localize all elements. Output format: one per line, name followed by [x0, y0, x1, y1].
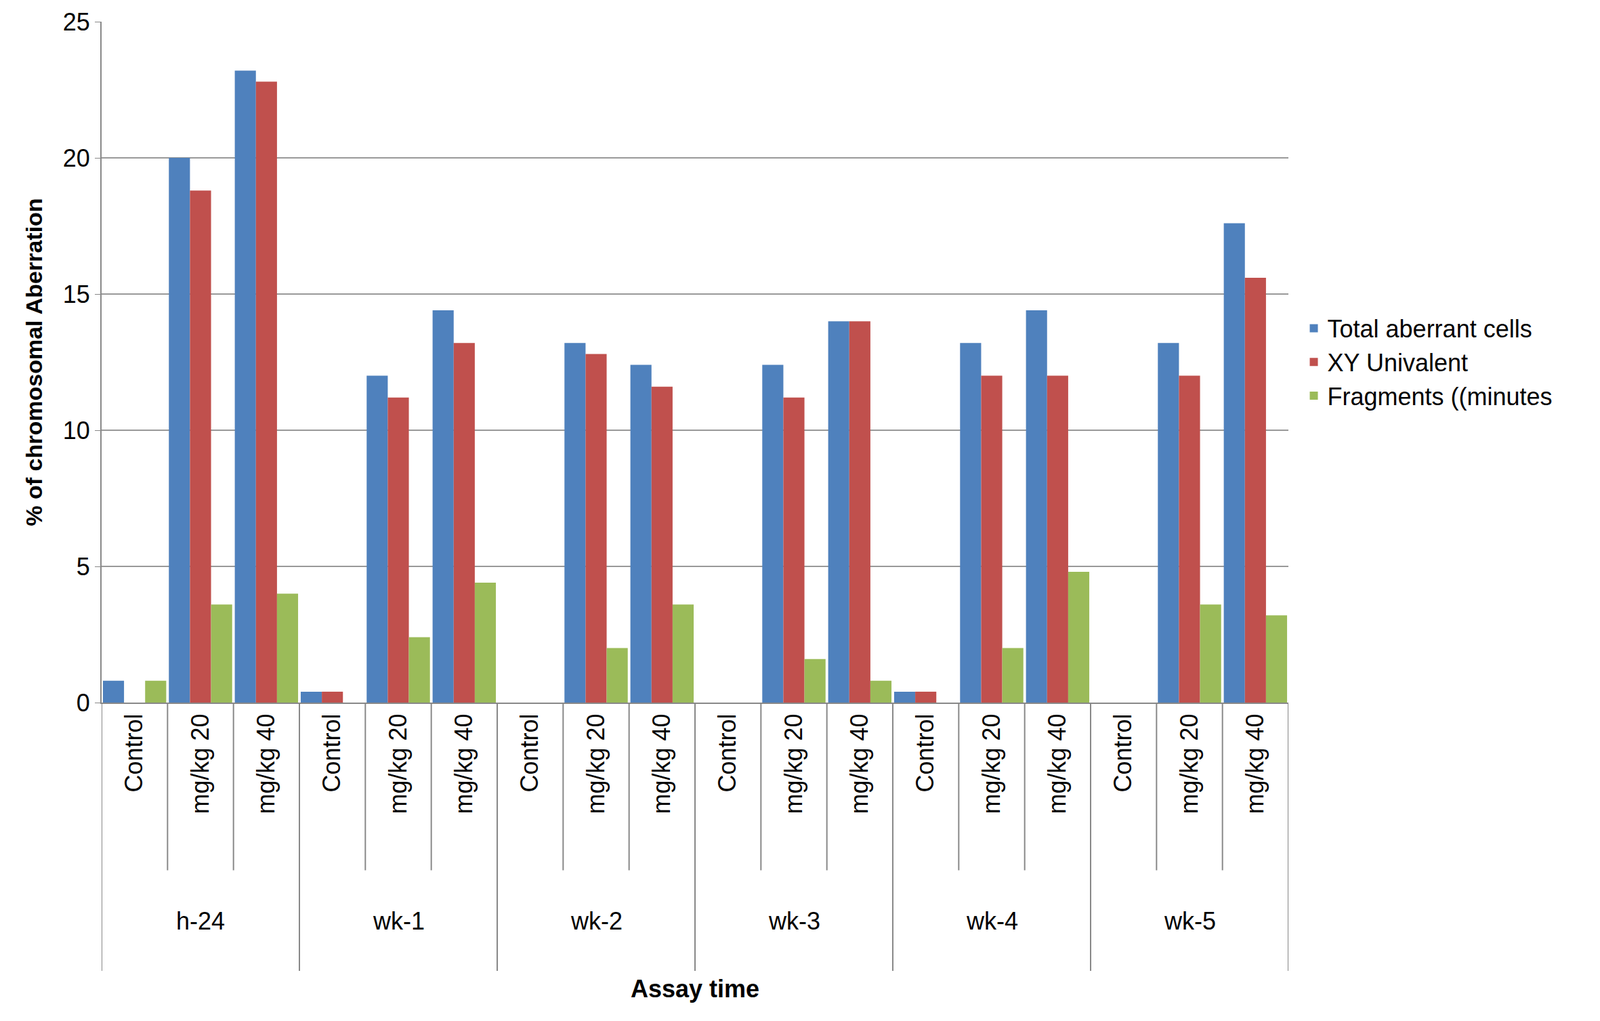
svg-text:wk-3: wk-3	[768, 907, 821, 935]
svg-text:Control: Control	[119, 713, 148, 792]
svg-text:mg/kg 40: mg/kg 40	[251, 713, 280, 814]
svg-text:mg/kg 40: mg/kg 40	[449, 713, 478, 814]
svg-text:mg/kg 20: mg/kg 20	[581, 713, 610, 814]
svg-text:Control: Control	[317, 713, 346, 792]
svg-text:Control: Control	[1108, 713, 1137, 792]
svg-text:Assay time: Assay time	[630, 974, 760, 1003]
svg-text:Control: Control	[911, 713, 939, 792]
svg-text:Total aberrant cells: Total aberrant cells	[1327, 314, 1533, 343]
svg-text:15: 15	[62, 280, 91, 309]
svg-text:mg/kg 40: mg/kg 40	[647, 713, 676, 814]
svg-text:Control: Control	[713, 713, 742, 792]
svg-text:mg/kg 40: mg/kg 40	[1240, 713, 1269, 814]
svg-text:20: 20	[62, 144, 91, 173]
svg-text:XY Univalent: XY Univalent	[1327, 348, 1468, 377]
svg-text:mg/kg 20: mg/kg 20	[779, 713, 808, 814]
svg-text:% of chromosomal Aberration: % of chromosomal Aberration	[20, 197, 47, 526]
svg-text:mg/kg 40: mg/kg 40	[1043, 713, 1071, 814]
svg-text:mg/kg 20: mg/kg 20	[384, 713, 412, 814]
svg-text:5: 5	[76, 552, 91, 581]
svg-text:Fragments ((minutes: Fragments ((minutes	[1327, 382, 1553, 411]
svg-text:mg/kg 20: mg/kg 20	[186, 713, 215, 814]
svg-text:25: 25	[62, 8, 91, 36]
svg-text:wk-2: wk-2	[570, 907, 623, 935]
svg-text:mg/kg 40: mg/kg 40	[845, 713, 874, 814]
svg-text:mg/kg 20: mg/kg 20	[977, 713, 1006, 814]
svg-text:mg/kg 20: mg/kg 20	[1175, 713, 1204, 814]
svg-text:h-24: h-24	[176, 907, 225, 935]
svg-text:wk-1: wk-1	[372, 907, 425, 935]
svg-text:0: 0	[76, 688, 91, 717]
svg-text:Control: Control	[515, 713, 544, 792]
svg-text:wk-5: wk-5	[1163, 907, 1216, 935]
svg-text:wk-4: wk-4	[965, 907, 1019, 935]
svg-text:10: 10	[62, 416, 91, 445]
